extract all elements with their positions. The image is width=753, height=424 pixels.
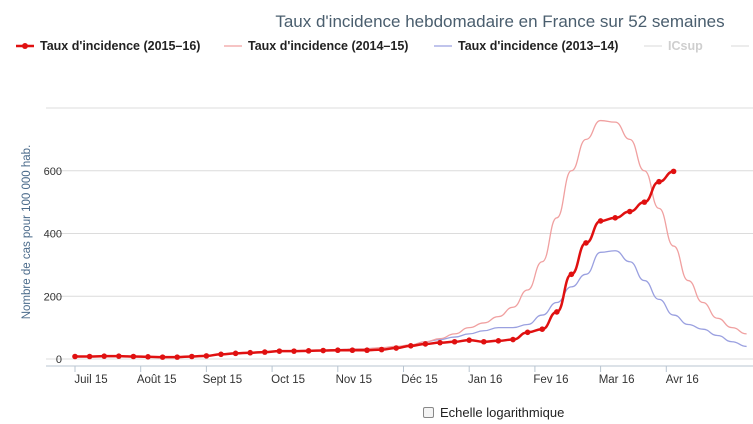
data-point[interactable]	[378, 346, 385, 353]
data-point[interactable]	[174, 354, 180, 360]
legend-label: Taux d'incidence (2013–14)	[458, 39, 618, 53]
data-point[interactable]	[335, 347, 341, 354]
x-tick-label: Juil 15	[74, 374, 107, 386]
data-point[interactable]	[159, 354, 166, 360]
data-point[interactable]	[466, 337, 473, 343]
y-tick-label: 0	[56, 354, 62, 366]
data-point[interactable]	[291, 348, 297, 354]
data-point[interactable]	[145, 354, 151, 360]
data-point[interactable]	[393, 345, 400, 351]
data-point[interactable]	[305, 348, 312, 354]
series-line-1	[75, 119, 747, 358]
legend-item[interactable]: Taux d'incidence (2014–15)	[224, 39, 408, 53]
data-point[interactable]	[276, 348, 283, 354]
x-axis: Juil 15 Août 15 Sept 15 Oct 15 Nov 15 Déc 15 J…	[46, 365, 753, 386]
chart-legend: Taux d'incidence (2015–16) Taux d'inciden…	[16, 39, 753, 53]
legend-label: Taux d'incidence (2015–16)	[40, 39, 200, 53]
data-point[interactable]	[524, 329, 531, 336]
y-axis-label: Nombre de cas pour 100 000 hab.	[21, 145, 33, 320]
data-point[interactable]	[86, 353, 93, 360]
x-tick-label: Déc 15	[401, 374, 437, 386]
legend-marker	[22, 43, 28, 49]
x-tick-label: Fev 16	[533, 374, 568, 386]
y-axis-ticks: 0 200 400 600	[44, 166, 62, 366]
data-point[interactable]	[262, 349, 268, 355]
data-point[interactable]	[670, 168, 677, 175]
log-scale-checkbox[interactable]	[423, 407, 434, 418]
series-line-2	[75, 250, 747, 358]
data-point[interactable]	[247, 349, 253, 356]
data-point[interactable]	[656, 178, 662, 185]
data-point[interactable]	[627, 208, 633, 215]
data-point[interactable]	[116, 353, 122, 359]
data-point[interactable]	[597, 218, 604, 224]
legend-item[interactable]: ICsup	[644, 39, 703, 53]
data-point[interactable]	[232, 350, 239, 357]
data-point[interactable]	[510, 336, 516, 343]
x-tick-label: Avr 16	[666, 374, 699, 386]
data-point[interactable]	[451, 338, 458, 345]
data-point[interactable]	[539, 326, 545, 332]
data-point[interactable]	[408, 343, 414, 349]
log-scale-label: Echelle logarithmique	[440, 405, 565, 420]
chart-title: Taux d'incidence hebdomadaire en France …	[275, 12, 724, 31]
data-point[interactable]	[72, 353, 78, 360]
x-tick-label: Oct 15	[271, 374, 305, 386]
data-point[interactable]	[130, 353, 137, 360]
x-tick-label: Nov 15	[336, 374, 372, 386]
data-point[interactable]	[583, 240, 589, 246]
data-point[interactable]	[612, 215, 618, 221]
data-point[interactable]	[641, 199, 648, 205]
log-scale-toggle[interactable]: Echelle logarithmique	[423, 405, 564, 420]
y-tick-label: 200	[44, 291, 62, 303]
x-tick-label: Jan 16	[468, 374, 503, 386]
legend-item[interactable]: Taux d'incidence (2015–16)	[16, 39, 200, 53]
data-point[interactable]	[101, 353, 107, 359]
y-tick-label: 600	[44, 166, 62, 178]
legend-label: ICsup	[668, 39, 703, 53]
data-point[interactable]	[349, 347, 356, 354]
legend-item[interactable]: IC	[731, 39, 753, 53]
data-point[interactable]	[320, 347, 327, 354]
series-line-0	[75, 170, 674, 359]
y-tick-label: 400	[44, 229, 62, 241]
chart-series	[72, 119, 747, 360]
data-point[interactable]	[495, 338, 502, 344]
legend-label: Taux d'incidence (2014–15)	[248, 39, 408, 53]
x-tick-label: Sept 15	[203, 374, 243, 386]
data-point[interactable]	[218, 351, 224, 358]
data-point[interactable]	[554, 309, 560, 315]
legend-item[interactable]: Taux d'incidence (2013–14)	[434, 39, 618, 53]
data-point[interactable]	[437, 339, 443, 346]
data-point[interactable]	[481, 338, 487, 345]
data-point[interactable]	[203, 353, 210, 359]
x-tick-label: Mar 16	[599, 374, 635, 386]
chart-grid	[46, 107, 753, 360]
x-tick-label: Août 15	[137, 374, 177, 386]
data-point[interactable]	[189, 353, 195, 360]
data-point[interactable]	[568, 271, 575, 278]
data-point[interactable]	[364, 347, 370, 354]
data-point[interactable]	[422, 341, 429, 347]
